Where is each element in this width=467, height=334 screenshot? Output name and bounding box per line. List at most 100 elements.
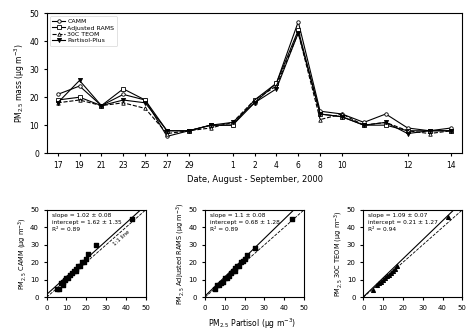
30C TEOM (318, 118, 323, 122)
CAMM (55, 93, 60, 97)
Point (59, 279, 66, 284)
30C TEOM (252, 98, 257, 102)
Point (379, 277, 387, 283)
Partisol-Plus (230, 120, 235, 124)
Adjusted RAMS (427, 129, 432, 133)
30C TEOM (339, 112, 345, 116)
Adjusted RAMS (208, 123, 213, 127)
Point (73, 267, 80, 272)
Text: slope = 1.1 ± 0.08
intercept = 0.68 ± 1.28
R² = 0.89: slope = 1.1 ± 0.08 intercept = 0.68 ± 1.… (210, 212, 280, 231)
Adjusted RAMS (99, 104, 104, 108)
Point (217, 281, 225, 286)
Point (445, 214, 452, 219)
Text: PM$_{2.5}$ Partisol (μg m$^{-3}$): PM$_{2.5}$ Partisol (μg m$^{-3}$) (208, 316, 296, 331)
Point (227, 270, 234, 276)
30C TEOM (120, 101, 126, 105)
30C TEOM (230, 120, 235, 124)
CAMM (383, 112, 389, 116)
Partisol-Plus (120, 98, 126, 102)
Y-axis label: PM$_{2.5}$ 30C TEOM (μg m$^{-3}$): PM$_{2.5}$ 30C TEOM (μg m$^{-3}$) (333, 210, 345, 297)
CAMM (99, 104, 104, 108)
30C TEOM (296, 31, 301, 35)
Point (383, 274, 391, 279)
30C TEOM (164, 132, 170, 136)
Adjusted RAMS (164, 129, 170, 133)
Partisol-Plus (186, 129, 191, 133)
30C TEOM (274, 84, 279, 88)
Adjusted RAMS (318, 112, 323, 116)
Point (85, 251, 92, 256)
Adjusted RAMS (55, 98, 60, 102)
Partisol-Plus (274, 87, 279, 91)
Point (235, 263, 242, 269)
CAMM (230, 123, 235, 127)
CAMM (208, 123, 213, 127)
Legend: CAMM, Adjusted RAMS, 30C TEOM, Partisol-Plus: CAMM, Adjusted RAMS, 30C TEOM, Partisol-… (50, 16, 117, 46)
Point (391, 267, 399, 272)
X-axis label: Date, August - September, 2000: Date, August - September, 2000 (186, 175, 323, 184)
Point (239, 258, 247, 263)
30C TEOM (186, 129, 191, 133)
Y-axis label: PM$_{2.5}$ Adjusted RAMS (μg m$^{-3}$): PM$_{2.5}$ Adjusted RAMS (μg m$^{-3}$) (175, 202, 187, 305)
Point (75, 263, 82, 269)
CAMM (164, 134, 170, 138)
Point (375, 281, 383, 286)
Adjusted RAMS (274, 81, 279, 85)
30C TEOM (449, 129, 454, 133)
Point (61, 277, 68, 283)
Adjusted RAMS (383, 123, 389, 127)
Point (69, 270, 76, 276)
Partisol-Plus (318, 112, 323, 116)
Point (59, 282, 66, 288)
Point (369, 288, 377, 293)
Adjusted RAMS (339, 115, 345, 119)
Line: 30C TEOM: 30C TEOM (56, 31, 453, 135)
Adjusted RAMS (252, 98, 257, 102)
Adjusted RAMS (142, 98, 148, 102)
CAMM (186, 129, 191, 133)
Point (71, 269, 78, 274)
30C TEOM (383, 120, 389, 124)
Point (223, 275, 231, 281)
Point (231, 269, 239, 274)
Point (231, 265, 239, 270)
Point (55, 286, 62, 291)
Adjusted RAMS (405, 129, 410, 133)
Point (241, 256, 248, 262)
Point (83, 256, 90, 262)
Point (374, 282, 381, 288)
Point (92, 242, 100, 247)
CAMM (120, 93, 126, 97)
Text: 1:1 line: 1:1 line (112, 229, 131, 246)
Point (78, 260, 86, 265)
Point (243, 253, 250, 258)
Partisol-Plus (164, 129, 170, 133)
Partisol-Plus (142, 101, 148, 105)
30C TEOM (361, 123, 367, 127)
30C TEOM (55, 101, 60, 105)
Partisol-Plus (339, 115, 345, 119)
Adjusted RAMS (120, 87, 126, 91)
Point (215, 282, 223, 288)
Point (385, 272, 393, 277)
CAMM (142, 98, 148, 102)
Point (77, 263, 84, 269)
Point (63, 275, 70, 281)
Point (389, 269, 397, 274)
Line: Partisol-Plus: Partisol-Plus (56, 31, 453, 136)
Partisol-Plus (252, 101, 257, 105)
Y-axis label: PM$_{2.5}$ mass (μg m$^{-3}$): PM$_{2.5}$ mass (μg m$^{-3}$) (12, 43, 27, 123)
Point (237, 260, 244, 265)
Adjusted RAMS (449, 129, 454, 133)
Line: Adjusted RAMS: Adjusted RAMS (56, 28, 453, 133)
CAMM (405, 126, 410, 130)
Text: slope = 1.02 ± 0.08
intercept = 1.62 ± 1.35
R² = 0.89: slope = 1.02 ± 0.08 intercept = 1.62 ± 1… (52, 212, 121, 231)
Point (65, 275, 72, 281)
CAMM (77, 84, 82, 88)
Point (128, 216, 135, 221)
Point (213, 282, 220, 288)
Point (233, 263, 241, 269)
Partisol-Plus (405, 132, 410, 136)
CAMM (296, 20, 301, 24)
30C TEOM (142, 107, 148, 111)
